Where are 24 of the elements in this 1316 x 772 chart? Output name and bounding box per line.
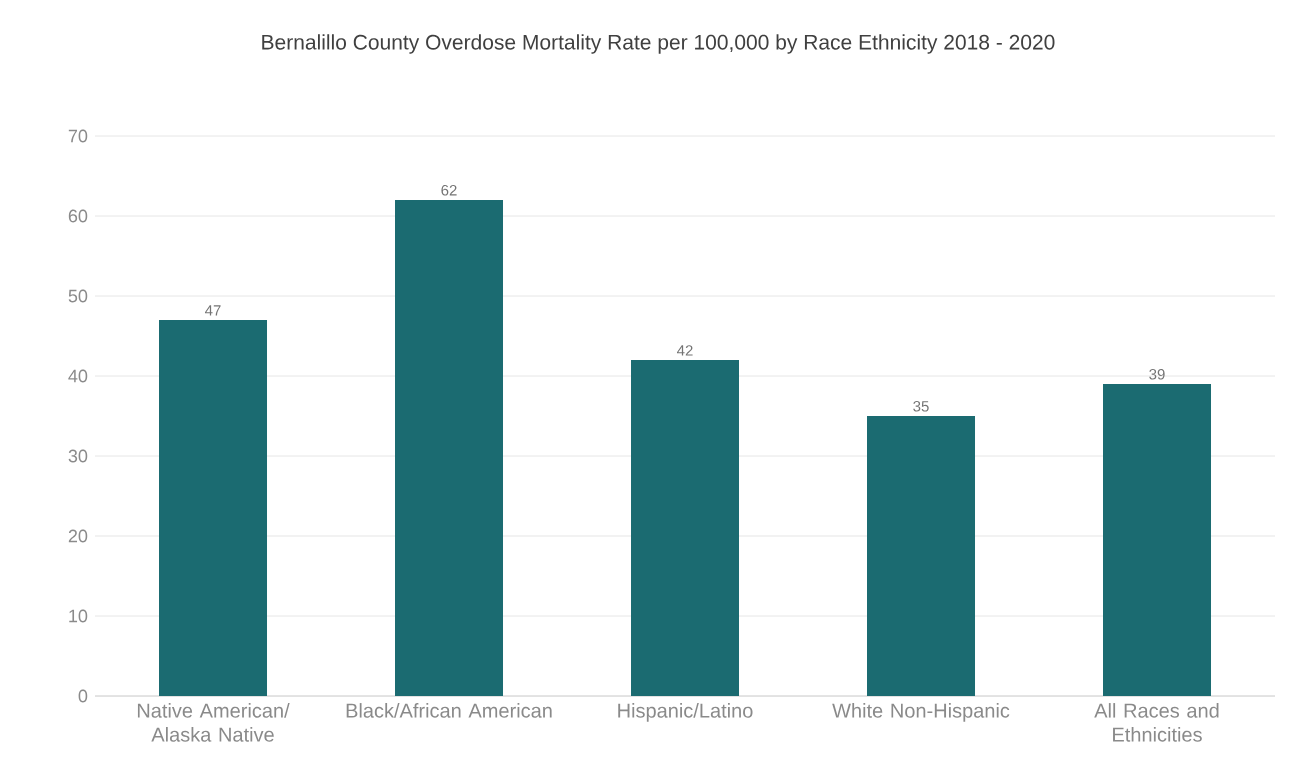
x-tick-label: Hispanic/Latino (618, 703, 753, 722)
y-tick-label: 40 (68, 369, 88, 383)
y-tick-label: 60 (68, 209, 88, 223)
data-label: 39 (1149, 368, 1165, 380)
data-label: 35 (913, 400, 929, 412)
x-tick-label: White Non-Hispanic (832, 703, 1010, 722)
y-tick-label: 50 (68, 289, 88, 303)
bar (867, 416, 976, 696)
data-label: 42 (677, 345, 693, 356)
y-tick-label: 30 (68, 449, 88, 463)
x-tick-label: Native American/ Alaska Native (137, 703, 290, 742)
y-tick-label: 20 (68, 529, 88, 543)
bar (631, 360, 739, 696)
data-label: 62 (441, 184, 457, 196)
chart-title: Bernalillo County Overdose Mortality Rate per 100,000 by Race Ethnicity 2018 - 2020 (262, 34, 1055, 54)
y-tick-label: 0 (78, 689, 88, 703)
bar (1103, 384, 1212, 696)
y-tick-label: 10 (69, 609, 88, 623)
x-tick-label: Black/African American (346, 703, 552, 718)
x-tick-label: All Races and Ethnicities (1094, 703, 1219, 742)
bar (395, 200, 504, 696)
y-tick-label: 70 (68, 129, 88, 143)
bar (159, 320, 268, 696)
data-label: 47 (205, 305, 221, 316)
